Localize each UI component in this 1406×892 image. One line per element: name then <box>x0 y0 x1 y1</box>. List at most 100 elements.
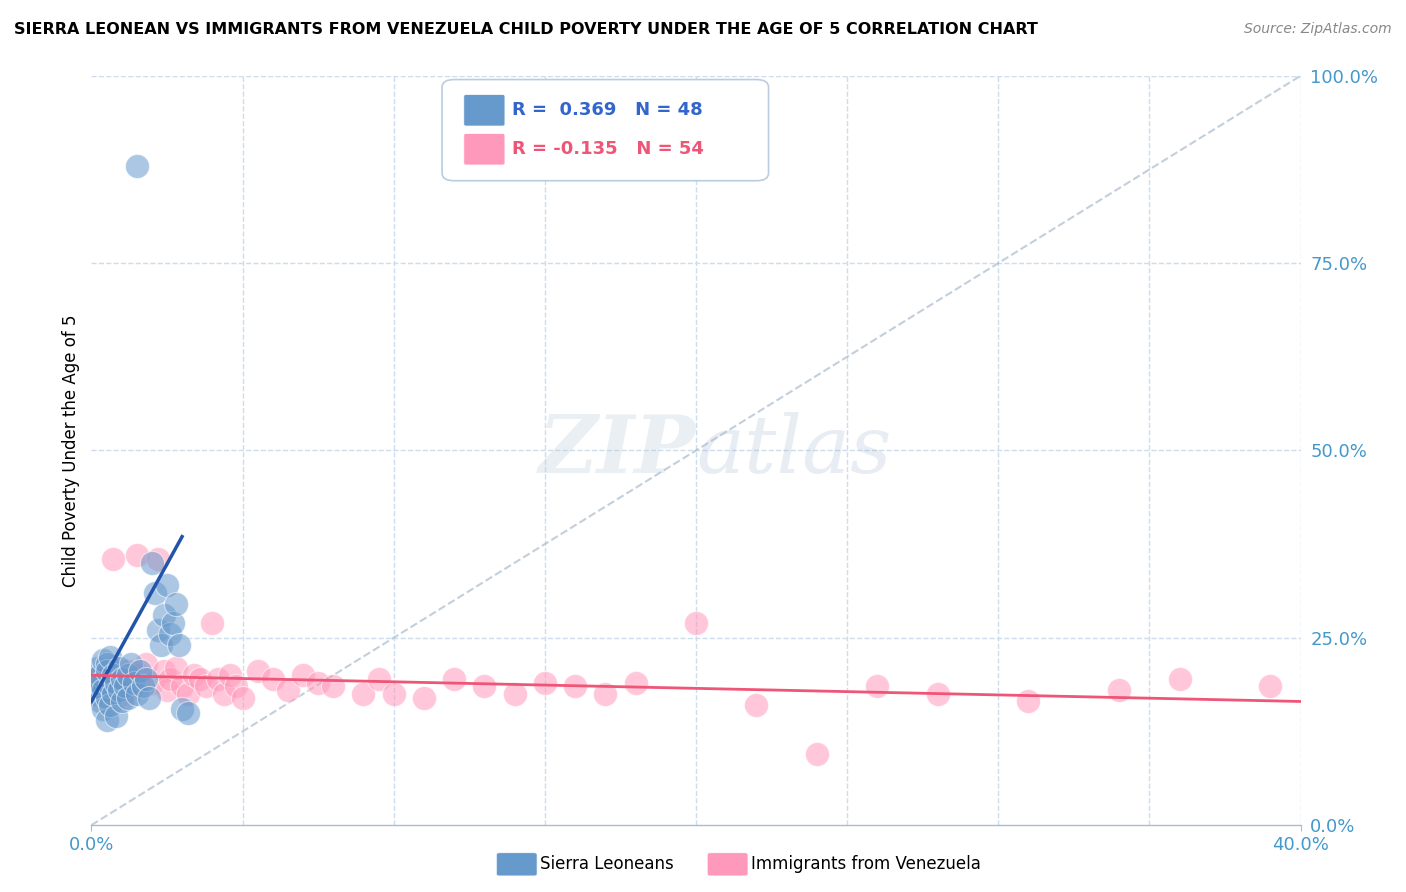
Point <box>277 683 299 698</box>
Point <box>866 680 889 694</box>
Point <box>246 665 269 679</box>
Point <box>172 702 194 716</box>
Point <box>156 578 179 592</box>
Text: atlas: atlas <box>696 412 891 489</box>
Point <box>156 683 179 698</box>
Point <box>135 672 157 686</box>
Point <box>86 661 108 675</box>
Point <box>1108 683 1130 698</box>
Point <box>89 668 111 682</box>
Point <box>207 672 229 686</box>
FancyBboxPatch shape <box>464 95 505 126</box>
Point <box>322 680 344 694</box>
Point <box>120 657 142 671</box>
Point <box>595 687 617 701</box>
Point <box>367 672 389 686</box>
Point <box>153 665 176 679</box>
Point <box>307 675 329 690</box>
Point <box>1260 680 1282 694</box>
Point <box>685 615 707 630</box>
Point <box>98 680 121 694</box>
Text: SIERRA LEONEAN VS IMMIGRANTS FROM VENEZUELA CHILD POVERTY UNDER THE AGE OF 5 COR: SIERRA LEONEAN VS IMMIGRANTS FROM VENEZU… <box>14 22 1038 37</box>
Point <box>146 624 169 638</box>
Point <box>262 672 284 686</box>
Text: ZIP: ZIP <box>538 412 696 489</box>
Point <box>86 668 108 682</box>
Point <box>382 687 405 701</box>
Point <box>183 668 205 682</box>
Point <box>165 597 187 611</box>
Point <box>443 672 465 686</box>
Point <box>104 672 127 686</box>
Text: Source: ZipAtlas.com: Source: ZipAtlas.com <box>1244 22 1392 37</box>
Point <box>927 687 949 701</box>
Point <box>128 665 150 679</box>
Point <box>122 680 145 694</box>
Point <box>159 627 181 641</box>
Point <box>159 672 181 686</box>
Point <box>96 665 118 679</box>
Point <box>107 661 129 675</box>
Point <box>146 552 169 566</box>
Point <box>149 638 172 652</box>
Point <box>93 702 115 716</box>
Point <box>472 680 495 694</box>
Point <box>132 680 155 694</box>
Point <box>114 680 136 694</box>
FancyBboxPatch shape <box>464 134 505 165</box>
Text: Sierra Leoneans: Sierra Leoneans <box>540 855 673 873</box>
Point <box>125 687 148 701</box>
Point <box>214 687 236 701</box>
Point <box>231 690 253 705</box>
Point <box>98 698 121 713</box>
Point <box>117 665 139 679</box>
Point <box>107 683 129 698</box>
Point <box>89 694 111 708</box>
Point <box>125 159 148 173</box>
Text: R =  0.369   N = 48: R = 0.369 N = 48 <box>512 102 703 120</box>
Point <box>219 668 242 682</box>
Text: R = -0.135   N = 54: R = -0.135 N = 54 <box>512 140 704 158</box>
Point <box>167 638 190 652</box>
Point <box>1018 694 1040 708</box>
Point <box>122 675 145 690</box>
Point <box>89 675 111 690</box>
Point <box>225 680 247 694</box>
Text: Immigrants from Venezuela: Immigrants from Venezuela <box>751 855 980 873</box>
Point <box>1168 672 1191 686</box>
Point <box>101 552 124 566</box>
Point <box>177 687 200 701</box>
Point <box>104 709 127 723</box>
Point <box>111 694 132 708</box>
Y-axis label: Child Poverty Under the Age of 5: Child Poverty Under the Age of 5 <box>62 314 80 587</box>
FancyBboxPatch shape <box>441 79 769 181</box>
Point <box>96 690 118 705</box>
Point <box>104 675 127 690</box>
Point <box>111 687 132 701</box>
Point <box>128 668 150 682</box>
Point <box>165 661 187 675</box>
Point <box>117 668 139 682</box>
Point <box>93 653 115 667</box>
Point <box>564 680 586 694</box>
Point <box>93 680 115 694</box>
Point <box>93 683 115 698</box>
Point <box>98 649 121 664</box>
Point <box>352 687 374 701</box>
Point <box>135 657 157 671</box>
Point <box>195 680 218 694</box>
Point <box>153 608 176 623</box>
Point <box>188 672 211 686</box>
Point <box>111 672 132 686</box>
Point <box>503 687 526 701</box>
Point <box>86 680 108 694</box>
Point <box>162 615 184 630</box>
Point <box>143 586 166 600</box>
Point <box>141 556 163 570</box>
Point <box>745 698 768 713</box>
Point <box>125 549 148 563</box>
Point <box>172 680 194 694</box>
Point <box>83 687 105 701</box>
Point <box>101 668 124 682</box>
Point <box>806 747 828 761</box>
